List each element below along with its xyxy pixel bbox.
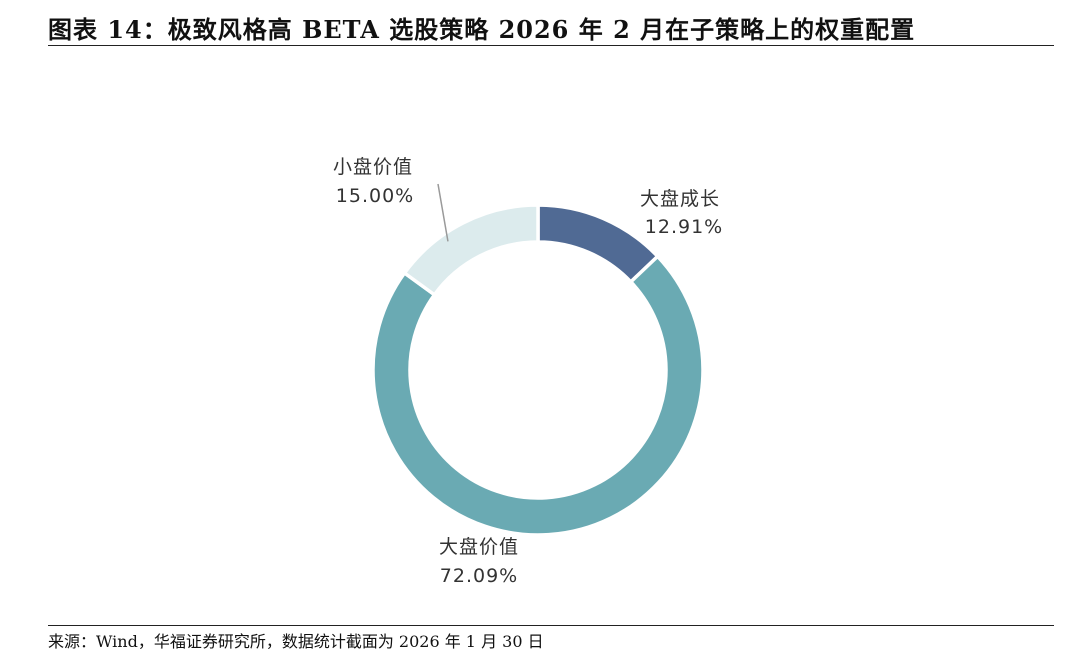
title-divider — [48, 45, 1054, 46]
leader-lines — [437, 183, 449, 242]
donut-slice — [371, 254, 705, 537]
slice-label-value: 72.09% — [440, 565, 518, 587]
slice-label-name: 小盘价值 — [333, 156, 413, 178]
leader-line — [437, 183, 449, 242]
source-divider — [48, 625, 1054, 626]
donut-slice — [402, 203, 540, 297]
slice-label-value: 12.91% — [645, 216, 723, 238]
slice-label-value: 15.00% — [336, 185, 414, 207]
donut-slices — [371, 203, 705, 537]
donut-slice — [536, 203, 660, 284]
slice-label-name: 大盘成长 — [640, 188, 720, 210]
chart-title: 图表 14：极致风格高 BETA 选股策略 2026 年 2 月在子策略上的权重… — [48, 15, 916, 44]
slice-label-name: 大盘价值 — [439, 536, 519, 558]
source-note: 来源：Wind，华福证券研究所，数据统计截面为 2026 年 1 月 30 日 — [48, 632, 544, 651]
